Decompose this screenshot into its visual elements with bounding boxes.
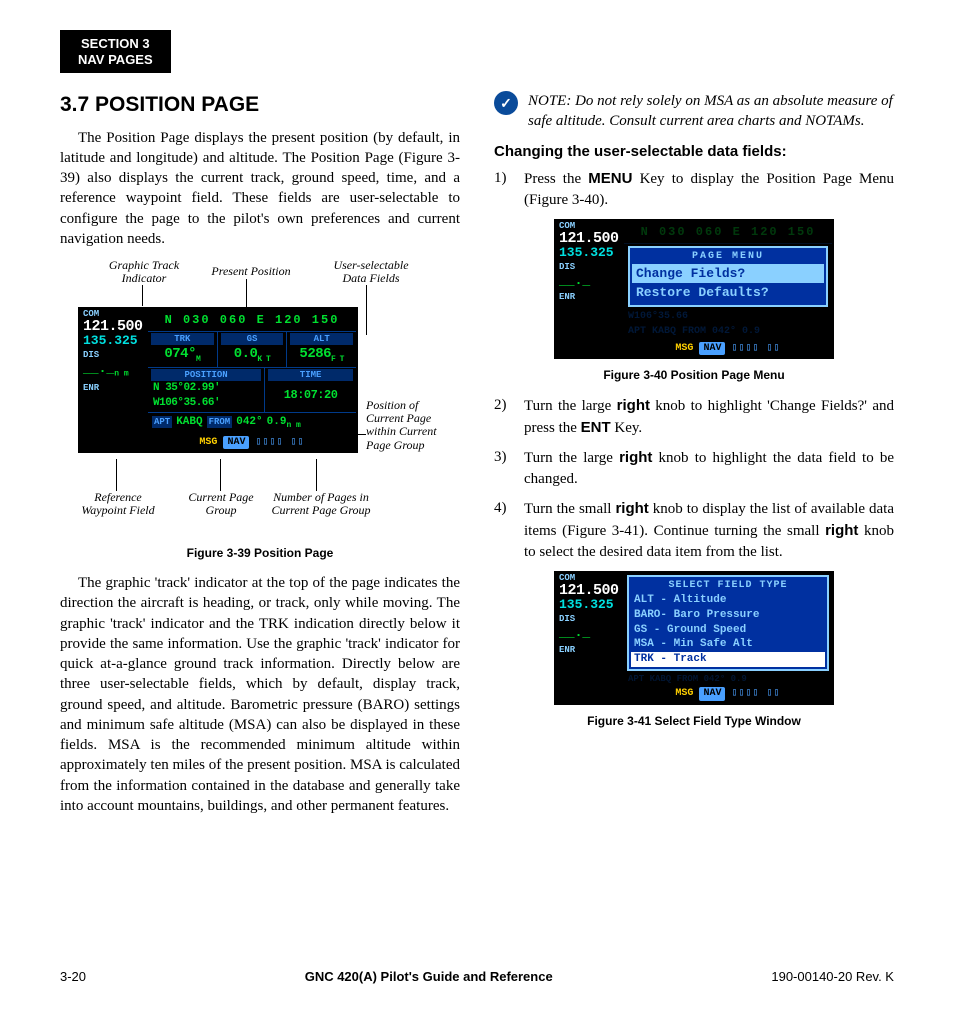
step-4: 4) Turn the small right knob to display … bbox=[494, 498, 894, 563]
footer-right: 190-00140-20 Rev. K bbox=[771, 968, 894, 986]
callout-graphic-track: Graphic Track Indicator bbox=[104, 259, 184, 285]
step-3: 3) Turn the large right knob to highligh… bbox=[494, 447, 894, 490]
heading: 3.7 POSITION PAGE bbox=[60, 91, 460, 119]
step-2: 2) Turn the large right knob to highligh… bbox=[494, 395, 894, 439]
menu-change-fields: Change Fields? bbox=[632, 264, 824, 284]
para2: The graphic 'track' indicator at the top… bbox=[60, 573, 460, 816]
compass: N 030 060 E 120 150 bbox=[148, 309, 356, 332]
para1: The Position Page displays the present p… bbox=[60, 128, 460, 250]
footer: 3-20 GNC 420(A) Pilot's Guide and Refere… bbox=[60, 968, 894, 986]
fig39-caption: Figure 3-39 Position Page bbox=[60, 545, 460, 561]
callout-cur-group: Current Page Group bbox=[186, 491, 256, 517]
standby-freq: 135.325 bbox=[83, 334, 143, 347]
callout-user-fields: User-selectable Data Fields bbox=[326, 259, 416, 285]
gps-screen-40: COM 121.500 135.325 DIS __._ ENR N 030 0… bbox=[554, 219, 834, 359]
subheading: Changing the user-selectable data fields… bbox=[494, 142, 894, 162]
select-field-popup: SELECT FIELD TYPE ALT - Altitude BARO- B… bbox=[627, 575, 829, 671]
callout-ref-wpt: Reference Waypoint Field bbox=[78, 491, 158, 517]
fig40-caption: Figure 3-40 Position Page Menu bbox=[494, 367, 894, 383]
gps-screen-41: COM 121.500 135.325 DIS __._ ENR SELECT … bbox=[554, 571, 834, 704]
right-column: ✓ NOTE: Do not rely solely on MSA as an … bbox=[494, 91, 894, 826]
page-menu: PAGE MENU Change Fields? Restore Default… bbox=[628, 246, 828, 307]
enr-label: ENR bbox=[83, 384, 143, 393]
gps-screen-39: COM 121.500 135.325 DIS __._n m ENR N 03… bbox=[78, 307, 358, 453]
callout-present-pos: Present Position bbox=[206, 265, 296, 278]
callout-pos-group: Position of Current Page within Current … bbox=[366, 399, 458, 452]
callout-num-pages: Number of Pages in Current Page Group bbox=[266, 491, 376, 517]
section-line1: SECTION 3 bbox=[78, 36, 153, 52]
section-line2: NAV PAGES bbox=[78, 52, 153, 68]
fig41-caption: Figure 3-41 Select Field Type Window bbox=[494, 713, 894, 729]
figure-39: Graphic Track Indicator Present Position… bbox=[60, 259, 460, 539]
left-column: 3.7 POSITION PAGE The Position Page disp… bbox=[60, 91, 460, 826]
menu-restore-defaults: Restore Defaults? bbox=[632, 283, 824, 303]
dis-label: DIS bbox=[83, 351, 143, 360]
note-icon: ✓ bbox=[494, 91, 518, 115]
footer-center: GNC 420(A) Pilot's Guide and Reference bbox=[305, 968, 553, 986]
note-block: ✓ NOTE: Do not rely solely on MSA as an … bbox=[494, 91, 894, 132]
step-1: 1) Press the MENU Key to display the Pos… bbox=[494, 168, 894, 211]
com-freq: 121.500 bbox=[83, 319, 143, 334]
section-tab: SECTION 3 NAV PAGES bbox=[60, 30, 171, 73]
note-text: NOTE: Do not rely solely on MSA as an ab… bbox=[528, 91, 894, 132]
footer-left: 3-20 bbox=[60, 968, 86, 986]
